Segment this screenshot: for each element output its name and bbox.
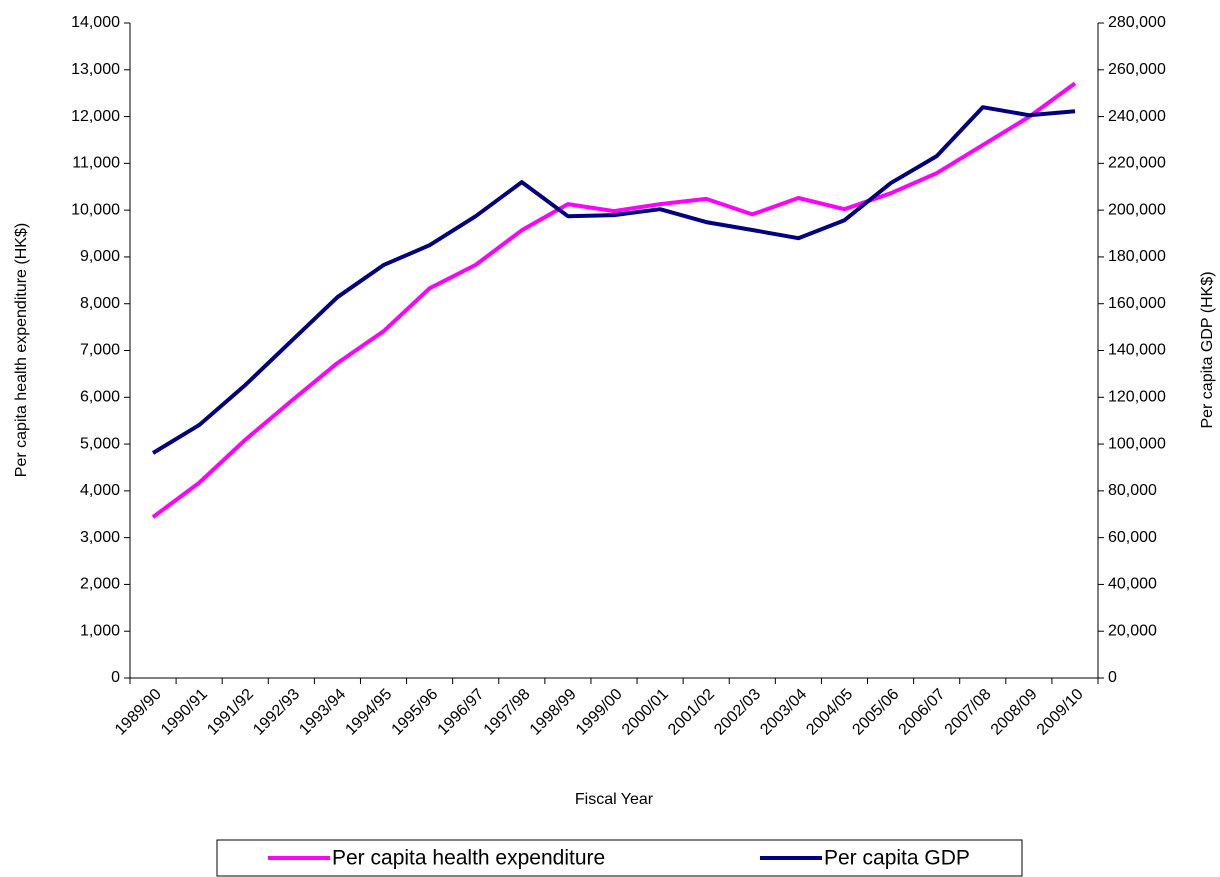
x-tick-label: 1995/96 [389,686,442,739]
x-tick-label: 1994/95 [342,686,395,739]
y2-tick-label: 180,000 [1108,248,1166,265]
y2-tick-label: 160,000 [1108,295,1166,312]
y2-tick-label: 200,000 [1108,201,1166,218]
y2-tick-label: 120,000 [1108,389,1166,406]
x-tick-label: 1998/99 [527,686,580,739]
x-axis-title: Fiscal Year [575,791,654,808]
x-tick-label: 2002/03 [711,686,764,739]
x-tick-label: 2003/04 [757,686,810,739]
y2-tick-label: 220,000 [1108,155,1166,172]
x-tick-label: 2005/06 [849,686,902,739]
y-tick-label: 10,000 [71,201,120,218]
y-tick-label: 4,000 [80,482,120,499]
y2-tick-label: 260,000 [1108,61,1166,78]
x-tick-label: 2006/07 [896,686,949,739]
legend-label: Per capita health expenditure [332,847,605,870]
x-tick-label: 2000/01 [619,686,672,739]
y-tick-label: 7,000 [80,342,120,359]
y2-tick-label: 0 [1108,669,1117,686]
y-tick-label: 3,000 [80,529,120,546]
y2-axis-title: Per capita GDP (HK$) [1199,271,1216,428]
y-tick-label: 12,000 [71,108,120,125]
y-tick-label: 14,000 [71,14,120,31]
y-tick-label: 5,000 [80,435,120,452]
x-tick-label: 2009/10 [1034,686,1087,739]
x-tick-label: 2008/09 [988,686,1041,739]
y-tick-label: 2,000 [80,576,120,593]
y-tick-label: 9,000 [80,248,120,265]
x-tick-label: 1999/00 [573,686,626,739]
legend-label: Per capita GDP [824,847,970,870]
y2-tick-label: 20,000 [1108,622,1157,639]
x-tick-label: 1996/97 [435,686,488,739]
y-tick-label: 13,000 [71,61,120,78]
legend-box [216,839,1023,877]
y2-tick-label: 80,000 [1108,482,1157,499]
y-tick-label: 0 [111,669,120,686]
y-tick-label: 11,000 [72,155,120,172]
x-tick-label: 1993/94 [296,686,349,739]
y2-tick-label: 60,000 [1108,529,1157,546]
y-tick-label: 8,000 [80,295,120,312]
y-tick-label: 1,000 [80,622,120,639]
y-axis-title: Per capita health expenditure (HK$) [13,223,30,477]
y-tick-label: 6,000 [80,389,120,406]
y2-tick-label: 240,000 [1108,108,1166,125]
x-tick-label: 2004/05 [803,686,856,739]
x-tick-label: 1989/90 [112,686,165,739]
x-tick-label: 1997/98 [481,686,534,739]
y2-tick-label: 40,000 [1108,576,1157,593]
y2-tick-label: 100,000 [1108,435,1166,452]
x-tick-label: 1991/92 [204,686,257,739]
y2-tick-label: 140,000 [1108,342,1166,359]
x-tick-label: 1990/91 [158,686,211,739]
x-tick-label: 2007/08 [942,686,995,739]
y2-tick-label: 280,000 [1108,14,1166,31]
series-line [151,81,1077,519]
x-tick-label: 1992/93 [250,686,303,739]
x-tick-label: 2001/02 [665,686,718,739]
series-line [151,105,1076,455]
